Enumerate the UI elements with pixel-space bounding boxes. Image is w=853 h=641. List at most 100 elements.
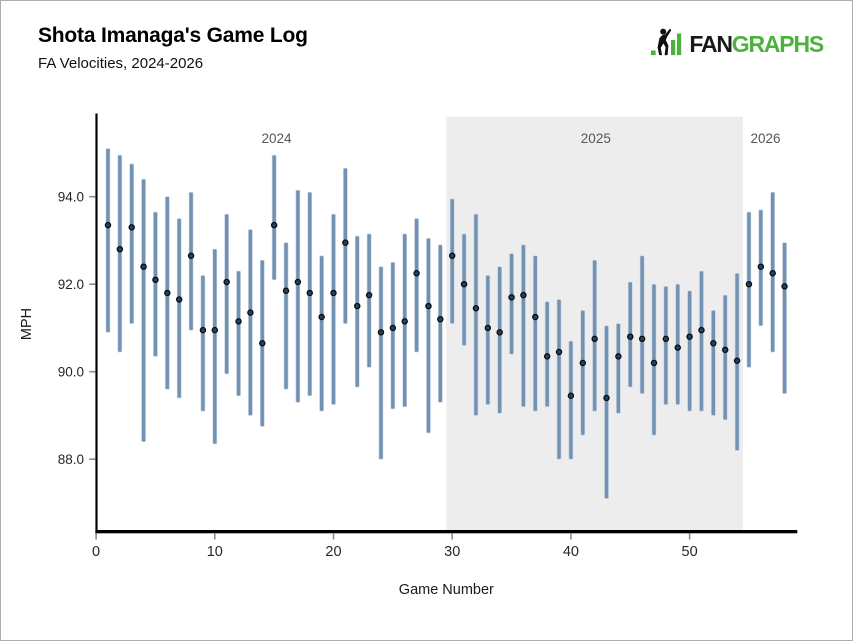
velocity-range-bar-game-50 — [687, 290, 692, 412]
avg-velocity-dot-game-25 — [389, 324, 397, 332]
avg-velocity-dot-game-15 — [270, 221, 278, 229]
avg-velocity-dot-game-31 — [460, 280, 468, 288]
avg-velocity-dot-game-46 — [638, 335, 646, 343]
x-tick-label: 0 — [92, 544, 100, 560]
velocity-range-bar-game-31 — [461, 233, 467, 346]
velocity-range-bar-game-5 — [153, 211, 158, 357]
velocity-range-bar-game-32 — [473, 213, 479, 416]
fangraphs-wordmark-graphs: GRAPHS — [731, 31, 824, 57]
velocity-range-bar-game-1 — [105, 148, 111, 333]
avg-velocity-dot-game-56 — [757, 263, 765, 270]
avg-velocity-dot-game-12 — [235, 318, 242, 325]
season-label-2024: 2024 — [262, 131, 293, 146]
x-tick-label: 20 — [325, 544, 341, 560]
avg-velocity-dot-game-8 — [187, 252, 195, 259]
velocity-range-bar-game-44 — [616, 323, 621, 414]
y-tick-mark — [89, 195, 96, 198]
velocity-range-bar-game-34 — [497, 266, 502, 414]
avg-velocity-dot-game-53 — [721, 346, 729, 354]
velocity-range-bar-game-29 — [438, 244, 443, 403]
velocity-range-bar-game-19 — [319, 255, 324, 412]
avg-velocity-dot-game-2 — [116, 245, 124, 253]
x-tick-label: 30 — [444, 544, 460, 560]
velocity-range-bar-game-7 — [176, 218, 182, 399]
velocity-range-bar-game-58 — [782, 242, 787, 394]
avg-velocity-dot-game-13 — [247, 309, 254, 316]
avg-velocity-dot-game-40 — [567, 392, 575, 399]
velocity-range-bar-game-37 — [532, 255, 538, 412]
avg-velocity-dot-game-24 — [377, 329, 385, 336]
avg-velocity-dot-game-43 — [603, 394, 610, 402]
velocity-range-bar-game-30 — [449, 198, 455, 324]
avg-velocity-dot-game-7 — [175, 296, 183, 303]
velocity-range-bar-game-4 — [141, 178, 146, 442]
avg-velocity-dot-game-3 — [128, 224, 135, 231]
x-tick-label: 50 — [682, 544, 698, 560]
x-axis-title: Game Number — [399, 582, 494, 598]
velocity-range-bar-game-51 — [699, 270, 704, 412]
avg-velocity-dot-game-23 — [365, 291, 373, 299]
avg-velocity-dot-game-21 — [342, 239, 349, 246]
x-tick-mark — [688, 533, 691, 540]
x-tick-mark — [451, 533, 453, 540]
avg-velocity-dot-game-26 — [401, 318, 408, 325]
y-tick-label: 90.0 — [58, 365, 84, 380]
velocity-range-bar-game-39 — [556, 299, 562, 460]
velocity-range-bar-game-21 — [343, 167, 348, 324]
x-tick-mark — [95, 533, 97, 540]
velocity-range-bar-game-36 — [521, 244, 526, 407]
avg-velocity-dot-game-55 — [745, 280, 753, 288]
avg-velocity-dot-game-57 — [769, 270, 776, 277]
x-tick-mark — [570, 533, 572, 540]
velocity-range-bar-game-28 — [426, 237, 431, 434]
avg-velocity-dot-game-39 — [555, 348, 563, 356]
velocity-range-bar-game-8 — [188, 192, 194, 331]
velocity-range-bar-game-11 — [224, 213, 229, 375]
velocity-range-bar-game-27 — [414, 218, 419, 353]
velocity-range-bar-game-55 — [746, 211, 752, 368]
x-tick-label: 40 — [563, 544, 579, 560]
avg-velocity-dot-game-54 — [733, 357, 741, 364]
avg-velocity-dot-game-52 — [710, 340, 717, 347]
page-title: Shota Imanaga's Game Log — [38, 24, 308, 47]
avg-velocity-dot-game-1 — [104, 221, 112, 229]
velocity-range-bar-game-33 — [485, 275, 491, 405]
velocity-range-bar-game-42 — [592, 259, 597, 412]
velocity-range-bar-game-23 — [366, 233, 372, 368]
velocity-range-bar-game-25 — [390, 262, 396, 410]
fangraphs-logo[interactable]: FANGRAPHS — [650, 27, 824, 57]
velocity-range-bar-game-35 — [509, 253, 514, 355]
velocity-range-bar-game-43 — [604, 325, 609, 499]
y-tick-mark — [89, 283, 96, 285]
velocity-range-bar-game-3 — [129, 163, 135, 324]
avg-velocity-dot-game-42 — [591, 335, 598, 343]
avg-velocity-dot-game-19 — [318, 313, 325, 321]
avg-velocity-dot-game-32 — [472, 305, 480, 312]
avg-velocity-dot-game-5 — [152, 276, 159, 284]
avg-velocity-dot-game-14 — [259, 340, 266, 347]
avg-velocity-dot-game-33 — [484, 324, 492, 332]
velocity-range-bar-game-48 — [663, 286, 669, 405]
velocity-range-bar-game-46 — [639, 255, 645, 394]
avg-velocity-dot-game-51 — [698, 326, 705, 334]
y-tick-label: 92.0 — [58, 277, 84, 292]
avg-velocity-dot-game-20 — [330, 289, 337, 297]
x-tick-mark — [332, 533, 335, 540]
avg-velocity-dot-game-9 — [199, 326, 207, 334]
avg-velocity-dot-game-34 — [496, 329, 503, 336]
velocity-range-bar-game-47 — [651, 283, 657, 436]
avg-velocity-dot-game-35 — [508, 294, 515, 301]
velocity-range-bar-game-12 — [236, 270, 241, 397]
avg-velocity-dot-game-41 — [579, 359, 586, 367]
velocity-range-bar-game-41 — [580, 310, 586, 436]
avg-velocity-dot-game-48 — [662, 335, 670, 343]
velocity-range-bar-game-16 — [283, 242, 289, 390]
avg-velocity-dot-game-30 — [448, 252, 456, 259]
velocity-range-bar-game-15 — [271, 154, 277, 281]
season-label-2025: 2025 — [581, 131, 611, 146]
avg-velocity-dot-game-50 — [686, 333, 693, 340]
velocity-range-bar-game-52 — [711, 310, 716, 416]
avg-velocity-dot-game-22 — [354, 302, 361, 310]
y-axis-title: MPH — [19, 308, 35, 340]
